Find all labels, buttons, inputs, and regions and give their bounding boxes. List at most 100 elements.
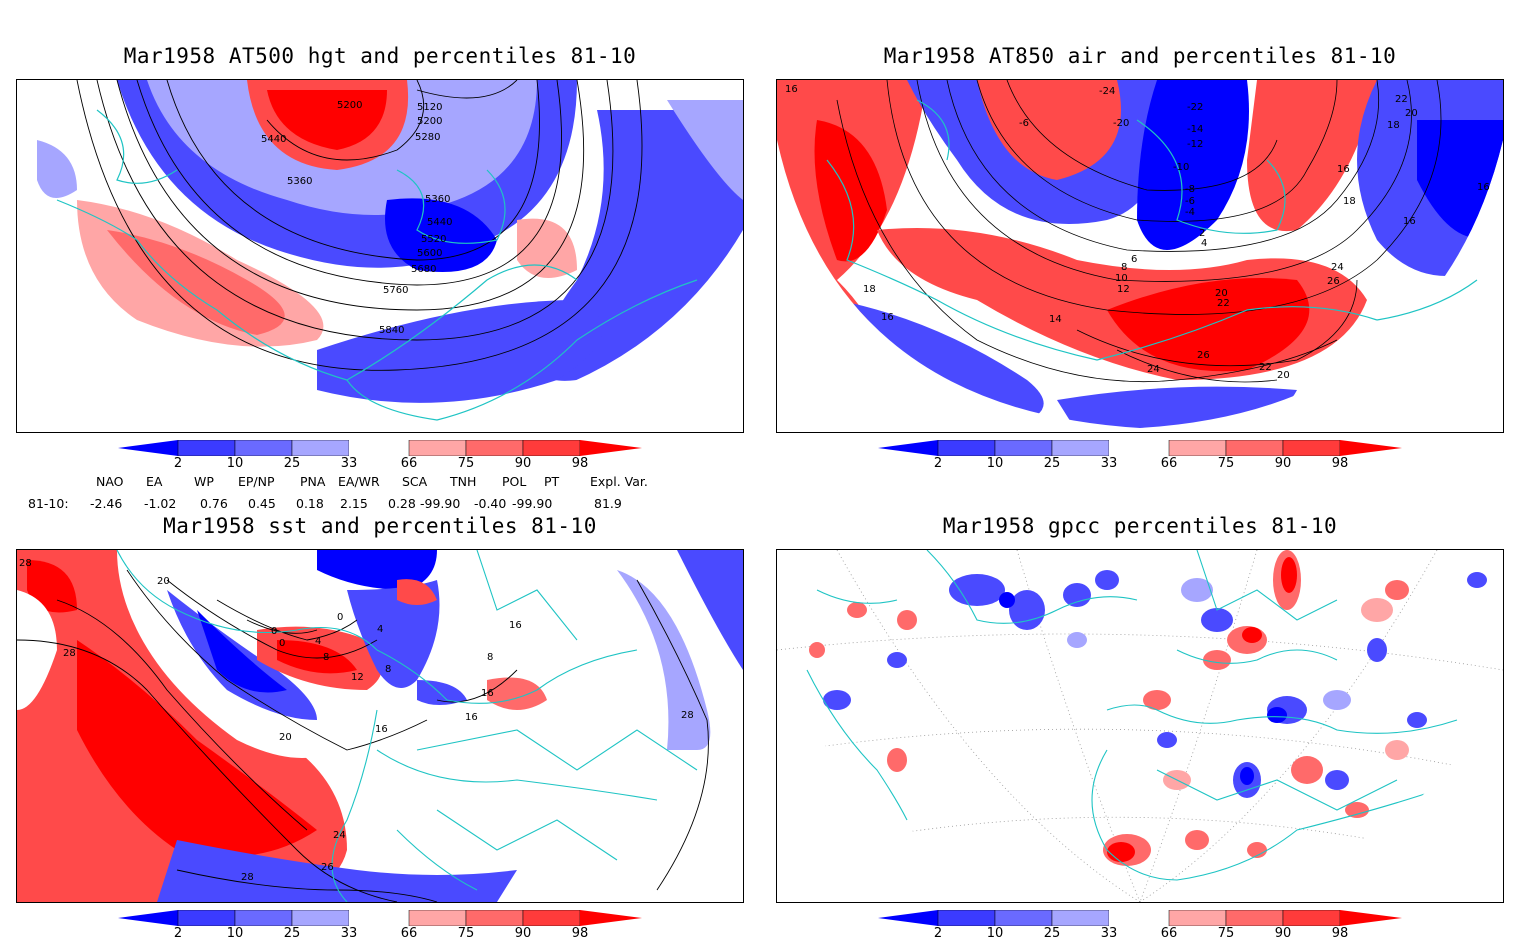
index-header-pol: POL (502, 474, 527, 489)
contour-labels-sst: 28 28 20 0 0 4 8 12 0 4 8 16 16 16 20 24… (19, 558, 694, 883)
index-header-ea: EA (146, 474, 163, 489)
svg-text:-10: -10 (1173, 162, 1189, 173)
index-value-explvar: 81.9 (594, 496, 622, 511)
colorbar-hgt: 2 10 25 33 66 75 90 98 (118, 439, 648, 476)
index-table: NAO EA WP EP/NP PNA EA/WR SCA TNH POL PT… (0, 474, 760, 514)
index-value-tnh: -99.90 (420, 496, 461, 511)
svg-text:28: 28 (19, 558, 32, 569)
contour-labels-hgt: 5120 5200 5200 5280 5440 5360 5360 5440 … (261, 100, 452, 336)
index-value-wp: 0.76 (200, 496, 228, 511)
svg-text:16: 16 (785, 84, 798, 95)
svg-text:24: 24 (1147, 364, 1160, 375)
svg-text:5840: 5840 (379, 325, 404, 336)
svg-text:16: 16 (1337, 164, 1350, 175)
svg-text:-24: -24 (1099, 86, 1115, 97)
colorbar-gpcc: 2 10 25 33 66 75 90 98 (878, 909, 1408, 946)
svg-text:0: 0 (279, 638, 285, 649)
svg-text:16: 16 (509, 620, 522, 631)
svg-text:5680: 5680 (411, 264, 436, 275)
svg-text:-12: -12 (1187, 139, 1203, 150)
contour-labels-air: 16 -24 -6 -20 -22 -14 -12 -10 -8 -6 -4 2… (785, 84, 1490, 381)
panel-title-air: Mar1958 AT850 air and percentiles 81-10 (883, 44, 1397, 68)
svg-text:5600: 5600 (417, 248, 442, 259)
svg-text:26: 26 (321, 862, 334, 873)
index-value-epnp: 0.45 (248, 496, 276, 511)
svg-text:24: 24 (1331, 262, 1344, 273)
svg-text:5120: 5120 (417, 102, 442, 113)
svg-text:10: 10 (1115, 273, 1128, 284)
map-panel-sst: 28 28 20 0 0 4 8 12 0 4 8 16 16 16 20 24… (16, 549, 744, 903)
svg-text:-8: -8 (1185, 184, 1195, 195)
svg-text:14: 14 (1049, 314, 1062, 325)
svg-text:5440: 5440 (261, 134, 286, 145)
svg-text:5200: 5200 (417, 116, 442, 127)
svg-text:-4: -4 (1185, 207, 1195, 218)
svg-text:0: 0 (337, 612, 343, 623)
svg-text:-22: -22 (1187, 102, 1203, 113)
index-value-ea: -1.02 (144, 496, 177, 511)
svg-text:2: 2 (1199, 228, 1205, 239)
svg-text:5280: 5280 (415, 132, 440, 143)
svg-text:26: 26 (1327, 276, 1340, 287)
svg-text:5200: 5200 (337, 100, 362, 111)
index-header-wp: WP (194, 474, 214, 489)
index-header-pna: PNA (300, 474, 326, 489)
svg-text:5360: 5360 (425, 194, 450, 205)
svg-text:20: 20 (1405, 108, 1418, 119)
colorbar-sst: 2 10 25 33 66 75 90 98 (118, 909, 648, 946)
svg-text:12: 12 (351, 672, 364, 683)
svg-text:16: 16 (1477, 182, 1490, 193)
svg-text:28: 28 (681, 710, 694, 721)
svg-text:22: 22 (1217, 298, 1230, 309)
svg-text:24: 24 (333, 830, 346, 841)
index-header-explvar: Expl. Var. (590, 474, 648, 489)
index-header-sca: SCA (402, 474, 428, 489)
svg-text:22: 22 (1395, 94, 1408, 105)
svg-text:8: 8 (487, 652, 493, 663)
svg-text:20: 20 (1215, 288, 1228, 299)
svg-text:5760: 5760 (383, 285, 408, 296)
svg-text:5360: 5360 (287, 176, 312, 187)
svg-text:18: 18 (1343, 196, 1356, 207)
svg-text:28: 28 (63, 648, 76, 659)
svg-text:8: 8 (323, 652, 329, 663)
panel-title-hgt: Mar1958 AT500 hgt and percentiles 81-10 (123, 44, 637, 68)
svg-text:16: 16 (375, 724, 388, 735)
svg-text:16: 16 (1403, 216, 1416, 227)
svg-text:22: 22 (1259, 362, 1272, 373)
svg-text:16: 16 (481, 688, 494, 699)
index-row-label: 81-10: (28, 496, 69, 511)
svg-text:28: 28 (241, 872, 254, 883)
svg-text:4: 4 (377, 624, 383, 635)
map-panel-air: 16 -24 -6 -20 -22 -14 -12 -10 -8 -6 -4 2… (776, 79, 1504, 433)
index-value-nao: -2.46 (90, 496, 123, 511)
svg-text:-20: -20 (1113, 118, 1129, 129)
index-header-tnh: TNH (450, 474, 477, 489)
svg-text:12: 12 (1117, 284, 1130, 295)
svg-text:-6: -6 (1019, 118, 1029, 129)
svg-text:8: 8 (1121, 262, 1127, 273)
svg-text:16: 16 (465, 712, 478, 723)
index-value-eawr: 2.15 (340, 496, 368, 511)
svg-text:18: 18 (1387, 120, 1400, 131)
panel-title-gpcc: Mar1958 gpcc percentiles 81-10 (942, 514, 1338, 538)
svg-text:0: 0 (271, 626, 277, 637)
index-header-pt: PT (544, 474, 560, 489)
map-panel-hgt: 5120 5200 5200 5280 5440 5360 5360 5440 … (16, 79, 744, 433)
svg-text:-14: -14 (1187, 124, 1203, 135)
index-value-sca: 0.28 (388, 496, 416, 511)
svg-text:8: 8 (385, 664, 391, 675)
index-header-eawr: EA/WR (338, 474, 380, 489)
map-panel-gpcc (776, 549, 1504, 903)
svg-text:18: 18 (863, 284, 876, 295)
index-value-pna: 0.18 (296, 496, 324, 511)
svg-text:4: 4 (315, 636, 321, 647)
index-value-pol: -0.40 (474, 496, 507, 511)
panel-title-sst: Mar1958 sst and percentiles 81-10 (163, 514, 597, 538)
svg-text:26: 26 (1197, 350, 1210, 361)
index-header-epnp: EP/NP (238, 474, 275, 489)
svg-text:20: 20 (1277, 370, 1290, 381)
svg-text:6: 6 (1131, 254, 1137, 265)
index-value-pt: -99.90 (512, 496, 553, 511)
svg-text:5520: 5520 (421, 234, 446, 245)
